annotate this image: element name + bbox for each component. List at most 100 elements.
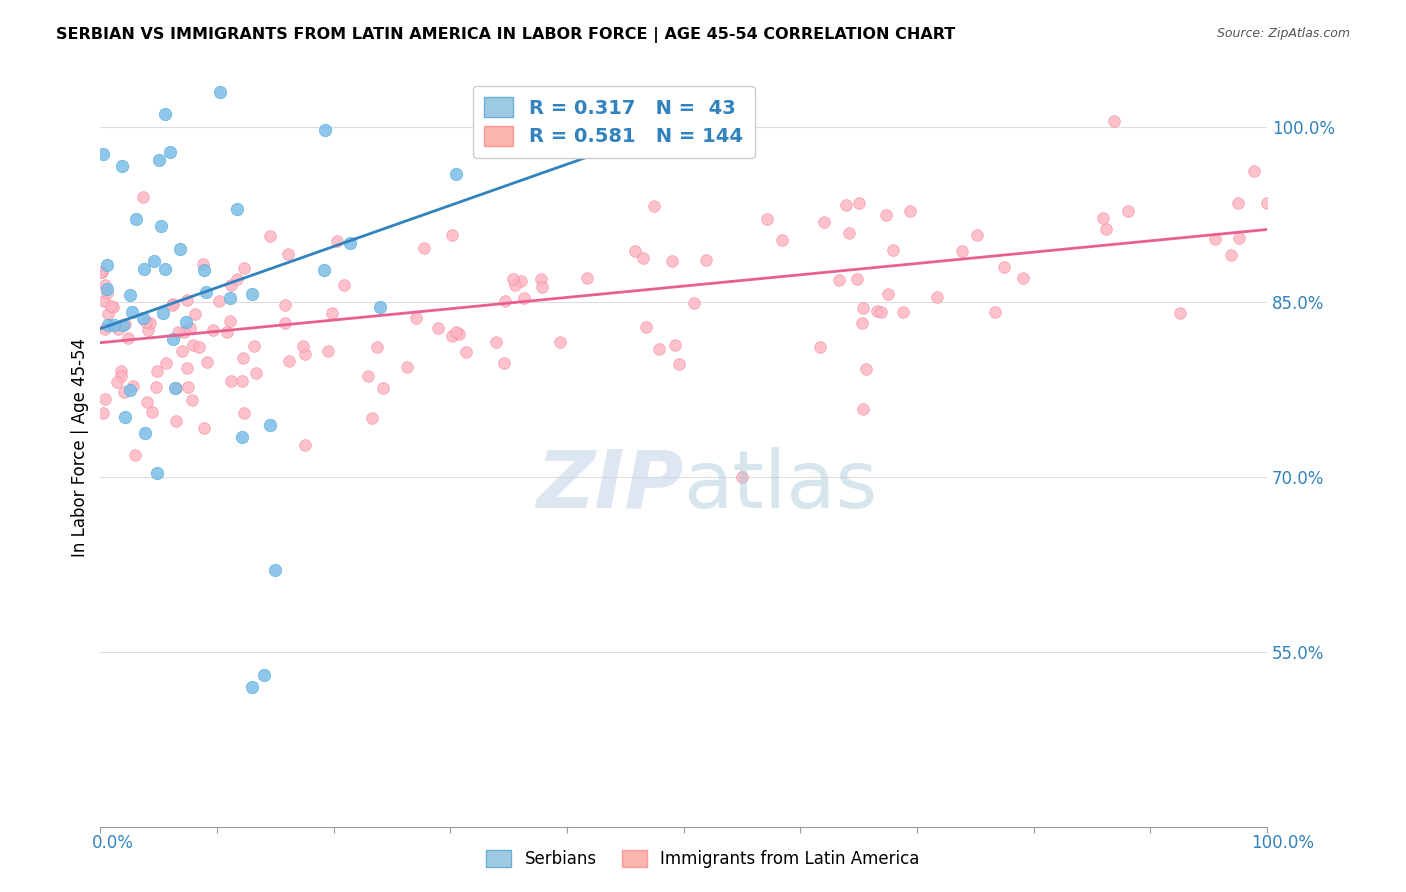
- Point: [966, 228, 988, 243]
- Point: [209, 85, 232, 99]
- Point: [94, 392, 117, 406]
- Point: [155, 107, 177, 121]
- Point: [110, 363, 132, 377]
- Point: [550, 334, 572, 349]
- Point: [176, 360, 198, 375]
- Point: [148, 153, 170, 168]
- Point: [177, 380, 200, 394]
- Point: [155, 355, 177, 369]
- Point: [925, 290, 948, 304]
- Point: [174, 315, 197, 329]
- Point: [661, 253, 683, 268]
- Point: [169, 243, 191, 257]
- Point: [1104, 114, 1126, 128]
- Point: [259, 418, 281, 433]
- Point: [132, 310, 155, 325]
- Point: [1094, 222, 1116, 236]
- Point: [124, 449, 146, 463]
- Point: [146, 364, 169, 378]
- Point: [152, 306, 174, 320]
- Point: [405, 310, 427, 325]
- Point: [277, 246, 299, 260]
- Point: [124, 211, 146, 226]
- Point: [114, 317, 136, 331]
- Point: [219, 277, 242, 292]
- Point: [333, 277, 356, 292]
- Point: [835, 197, 858, 211]
- Point: [852, 301, 875, 315]
- Point: [149, 219, 172, 233]
- Point: [264, 563, 287, 577]
- Point: [770, 233, 793, 247]
- Y-axis label: In Labor Force | Age 45-54: In Labor Force | Age 45-54: [72, 338, 89, 558]
- Point: [494, 356, 516, 370]
- Point: [633, 251, 655, 265]
- Point: [808, 340, 831, 354]
- Point: [245, 366, 267, 380]
- Point: [278, 354, 301, 368]
- Point: [253, 668, 276, 682]
- Point: [643, 199, 665, 213]
- Point: [366, 340, 388, 354]
- Point: [122, 379, 145, 393]
- Point: [201, 323, 224, 337]
- Point: [93, 293, 115, 308]
- Point: [984, 304, 1007, 318]
- Point: [193, 263, 215, 277]
- Point: [111, 160, 134, 174]
- Point: [240, 680, 263, 694]
- Point: [396, 360, 419, 375]
- Point: [1243, 163, 1265, 178]
- Point: [107, 322, 129, 336]
- Point: [143, 253, 166, 268]
- Point: [96, 282, 118, 296]
- Point: [412, 241, 434, 255]
- Point: [94, 277, 117, 292]
- Point: [139, 316, 162, 330]
- Point: [502, 272, 524, 286]
- Point: [111, 318, 134, 333]
- Point: [91, 147, 114, 161]
- Point: [193, 420, 215, 434]
- Point: [259, 229, 281, 244]
- Point: [162, 297, 184, 311]
- Point: [882, 244, 904, 258]
- Point: [828, 273, 851, 287]
- Point: [668, 357, 690, 371]
- Point: [575, 270, 598, 285]
- Point: [866, 304, 889, 318]
- Point: [172, 344, 194, 359]
- Point: [96, 258, 118, 272]
- Point: [160, 298, 183, 312]
- Point: [232, 351, 254, 365]
- Point: [485, 335, 508, 350]
- Point: [846, 272, 869, 286]
- Point: [1012, 271, 1035, 285]
- Point: [440, 329, 463, 343]
- Point: [1226, 195, 1249, 210]
- Point: [195, 285, 218, 299]
- Point: [371, 381, 394, 395]
- Point: [218, 314, 240, 328]
- Point: [339, 235, 361, 250]
- Point: [851, 316, 873, 330]
- Point: [877, 287, 900, 301]
- Legend: R = 0.317   N =  43, R = 0.581   N = 144: R = 0.317 N = 43, R = 0.581 N = 144: [472, 86, 755, 158]
- Point: [648, 342, 671, 356]
- Point: [1204, 231, 1226, 245]
- Legend: Serbians, Immigrants from Latin America: Serbians, Immigrants from Latin America: [479, 843, 927, 875]
- Point: [446, 168, 468, 182]
- Point: [219, 374, 242, 388]
- Point: [97, 307, 120, 321]
- Point: [1227, 230, 1250, 244]
- Point: [530, 279, 553, 293]
- Point: [368, 300, 391, 314]
- Point: [855, 362, 877, 376]
- Point: [316, 343, 339, 358]
- Point: [756, 211, 779, 226]
- Point: [891, 305, 914, 319]
- Point: [294, 438, 316, 452]
- Point: [509, 274, 531, 288]
- Text: 0.0%: 0.0%: [91, 834, 134, 852]
- Point: [114, 410, 136, 425]
